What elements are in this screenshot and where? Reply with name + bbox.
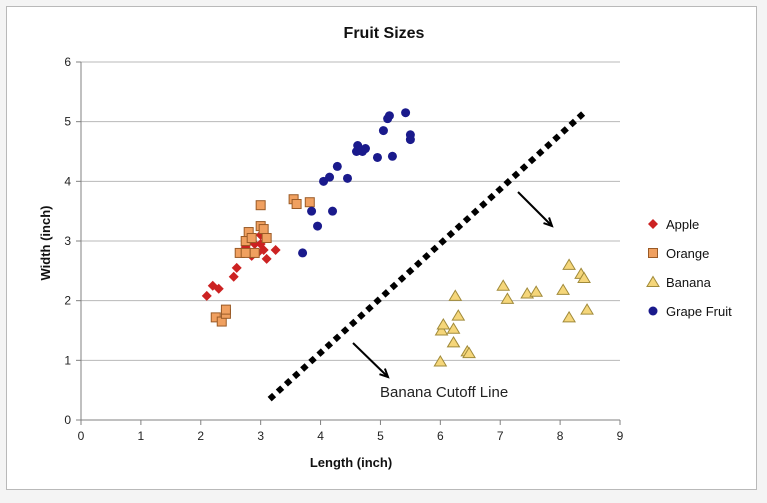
apple-point-4: [231, 262, 242, 273]
banana-point-0: [433, 355, 448, 367]
orange-point-3: [220, 304, 231, 315]
grape-fruit-point-12: [372, 152, 382, 162]
grape-fruit-point-7: [343, 173, 353, 183]
banana-point-15: [562, 258, 576, 270]
y-tick-label-3: 3: [64, 234, 71, 248]
gridlines: [81, 61, 620, 361]
grape-fruit-point-2: [313, 221, 323, 231]
banana-cutoff-line: [267, 110, 587, 402]
banana-point-9: [496, 279, 511, 291]
banana-point-2: [436, 318, 451, 330]
x-tick-label-6: 6: [437, 429, 444, 443]
x-tick-label-1: 1: [138, 429, 145, 443]
y-axis-title: Width (inch): [38, 206, 53, 281]
orange-point-12: [258, 224, 269, 235]
cutoff-line-label: Banana Cutoff Line: [380, 384, 508, 401]
legend-item-orange[interactable]: Orange: [648, 246, 710, 261]
legend-label-apple: Apple: [666, 217, 699, 232]
arrow-upper-icon: [517, 191, 554, 228]
legend-item-apple[interactable]: Apple: [648, 217, 699, 232]
y-tick-label-5: 5: [64, 115, 71, 129]
banana-point-17: [577, 271, 591, 283]
axes: 0 1 2 3 4 5 6 0 1 2 3 4 5 6 7 8 9: [64, 55, 623, 443]
legend-item-banana[interactable]: Banana: [646, 275, 712, 290]
x-tick-label-7: 7: [497, 429, 504, 443]
apple-point-11: [261, 253, 272, 264]
banana-point-1: [434, 324, 449, 336]
banana-point-14: [562, 310, 576, 323]
banana-point-3: [446, 335, 461, 348]
y-tick-label-0: 0: [64, 413, 71, 427]
banana-point-13: [556, 283, 570, 295]
x-tick-label-2: 2: [197, 429, 204, 443]
apple-point-0: [201, 290, 212, 301]
apple-point-12: [270, 244, 281, 255]
grape-fruit-point-0: [298, 248, 308, 258]
grape-fruit-point-13: [378, 126, 388, 136]
legend-marker-banana: [646, 275, 660, 287]
orange-point-6: [240, 247, 251, 258]
legend-item-grape-fruit[interactable]: Grape Fruit: [648, 304, 733, 319]
grape-fruit-point-17: [401, 108, 411, 118]
x-tick-label-9: 9: [617, 429, 624, 443]
orange-point-11: [255, 200, 266, 211]
x-axis-title: Length (inch): [310, 455, 392, 470]
banana-point-8: [462, 346, 476, 359]
orange-point-8: [246, 233, 257, 244]
banana-point-12: [529, 285, 544, 297]
x-tick-label-5: 5: [377, 429, 384, 443]
grape-fruit-point-19: [405, 130, 415, 140]
legend[interactable]: Apple Orange Banana Grape Fruit: [646, 217, 733, 319]
chart-title: Fruit Sizes: [344, 25, 425, 42]
legend-label-grape-fruit: Grape Fruit: [666, 304, 732, 319]
grape-fruit-point-6: [332, 161, 342, 171]
grape-fruit-point-16: [387, 151, 397, 161]
cutoff-line-group: [267, 110, 587, 402]
grape-fruit-point-15: [384, 111, 394, 121]
arrow-lower-icon: [352, 342, 390, 379]
banana-point-6: [451, 309, 466, 321]
x-tick-label-8: 8: [557, 429, 564, 443]
data-points: [201, 108, 594, 367]
x-tick-label-4: 4: [317, 429, 324, 443]
legend-label-banana: Banana: [666, 275, 712, 290]
apple-point-10: [258, 244, 269, 255]
apple-point-3: [228, 271, 239, 282]
y-tick-label-1: 1: [64, 353, 71, 367]
x-tick-label-0: 0: [78, 429, 85, 443]
banana-point-4: [446, 322, 461, 334]
y-tick-label-4: 4: [64, 174, 71, 188]
banana-point-18: [580, 303, 594, 315]
x-tick-label-3: 3: [257, 429, 264, 443]
grape-fruit-point-9: [353, 141, 363, 151]
grape-fruit-point-11: [360, 144, 370, 154]
orange-point-16: [304, 197, 315, 208]
y-tick-label-6: 6: [64, 55, 71, 69]
orange-point-13: [261, 233, 272, 244]
legend-marker-grape-fruit: [648, 306, 658, 316]
legend-marker-apple: [648, 219, 658, 229]
orange-point-15: [291, 199, 302, 210]
legend-marker-orange: [648, 248, 658, 258]
apple-point-2: [213, 283, 224, 294]
legend-label-orange: Orange: [666, 246, 709, 261]
grape-fruit-point-5: [328, 206, 338, 216]
banana-point-5: [448, 289, 463, 301]
grape-fruit-point-4: [325, 172, 335, 182]
orange-point-9: [249, 247, 260, 258]
chart-area[interactable]: [6, 6, 757, 490]
banana-point-10: [500, 292, 515, 304]
y-tick-label-2: 2: [64, 294, 71, 308]
grape-fruit-point-1: [307, 206, 317, 216]
